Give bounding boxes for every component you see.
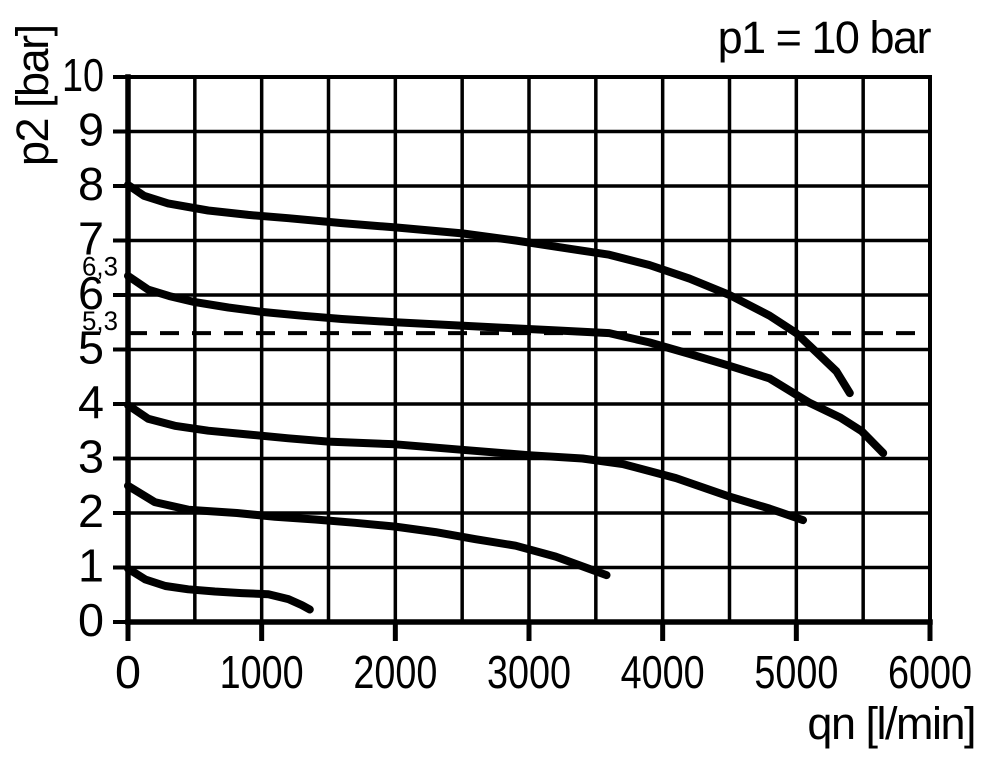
x-tick-label-0: 0 <box>115 646 141 698</box>
curve-6-3-bar <box>124 271 888 458</box>
y-tick-label-0: 0 <box>78 594 104 646</box>
curves <box>124 180 888 614</box>
chart-title: p1 = 10 bar <box>717 12 932 63</box>
curve-8-bar <box>124 180 854 398</box>
y-tick-label-3: 3 <box>78 431 104 483</box>
curve-4-bar <box>124 401 807 525</box>
curve-1-bar <box>124 564 314 614</box>
axis-ticks <box>113 75 933 641</box>
y-extra-label-6-3: 6,3 <box>82 252 118 282</box>
y-tick-label-5: 5 <box>78 322 104 374</box>
x-tick-label-6000: 6000 <box>888 646 972 698</box>
y-tick-label-10: 10 <box>62 49 104 101</box>
x-tick-label-1000: 1000 <box>220 646 304 698</box>
y-tick-label-4: 4 <box>78 376 104 428</box>
y-extra-label-5-3: 5,3 <box>82 306 118 336</box>
x-tick-label-5000: 5000 <box>754 646 838 698</box>
y-tick-label-7: 7 <box>78 213 104 265</box>
curve-2-5-bar <box>124 481 611 580</box>
y-tick-label-9: 9 <box>78 104 104 156</box>
x-axis-label: qn [l/min] <box>807 698 976 749</box>
tick-labels: 0 1000 2000 3000 4000 5000 60000123456789106,3… <box>62 49 972 698</box>
x-tick-label-3000: 3000 <box>487 646 571 698</box>
y-tick-label-1: 1 <box>78 540 104 592</box>
y-axis-label: p2 [bar] <box>7 25 58 166</box>
y-tick-label-6: 6 <box>78 267 104 319</box>
x-tick-label-2000: 2000 <box>353 646 437 698</box>
y-tick-label-8: 8 <box>78 158 104 210</box>
y-tick-label-2: 2 <box>78 485 104 537</box>
x-tick-label-4000: 4000 <box>621 646 705 698</box>
